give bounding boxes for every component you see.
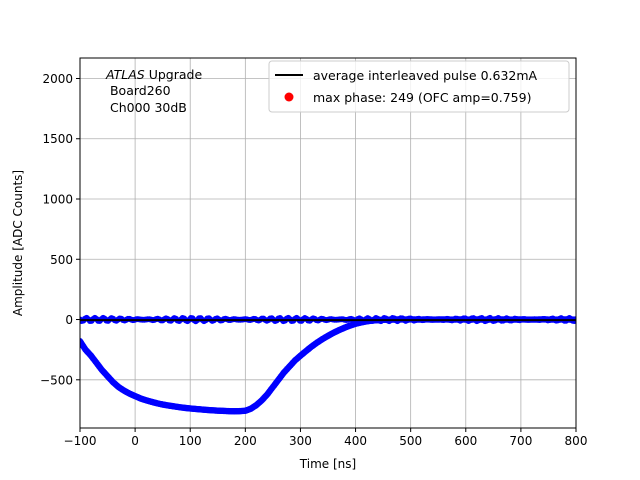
y-tick-label: 0 bbox=[65, 313, 73, 327]
x-tick-label: 700 bbox=[509, 434, 532, 448]
y-tick-label: 2000 bbox=[42, 72, 73, 86]
x-tick-label: 500 bbox=[399, 434, 422, 448]
x-tick-label: 0 bbox=[131, 434, 139, 448]
y-tick-label: 1000 bbox=[42, 193, 73, 207]
annotation-line-3: Ch000 30dB bbox=[106, 100, 187, 115]
x-axis-label: Time [ns] bbox=[299, 457, 356, 471]
y-axis: −500 0 500 1000 1500 2000 bbox=[40, 72, 80, 387]
x-tick-label: 600 bbox=[454, 434, 477, 448]
data-layer bbox=[80, 314, 576, 415]
legend-dot-marker bbox=[284, 92, 294, 102]
plot-frame bbox=[79, 57, 577, 429]
y-tick-label: −500 bbox=[40, 373, 73, 387]
legend-entry-max-phase: max phase: 249 (OFC amp=0.759) bbox=[313, 90, 531, 105]
x-axis: −100 0 100 200 300 400 500 600 700 800 bbox=[64, 428, 588, 448]
x-tick-label: 400 bbox=[344, 434, 367, 448]
x-tick-label: 200 bbox=[234, 434, 257, 448]
y-tick-label: 500 bbox=[50, 253, 73, 267]
annotation: ATLAS Upgrade Board260 Ch000 30dB bbox=[105, 67, 202, 115]
x-tick-label: 800 bbox=[565, 434, 588, 448]
annotation-line-1: ATLAS Upgrade bbox=[105, 67, 202, 82]
legend: average interleaved pulse 0.632mA max ph… bbox=[268, 60, 570, 113]
x-tick-label: −100 bbox=[64, 434, 97, 448]
series-group bbox=[80, 314, 576, 415]
x-tick-label: 100 bbox=[179, 434, 202, 448]
y-tick-label: 1500 bbox=[42, 132, 73, 146]
y-axis-label: Amplitude [ADC Counts] bbox=[11, 170, 25, 316]
annotation-atlas: ATLAS bbox=[105, 67, 145, 82]
legend-entry-average: average interleaved pulse 0.632mA bbox=[313, 68, 538, 83]
x-tick-label: 300 bbox=[289, 434, 312, 448]
annotation-line-2: Board260 bbox=[106, 83, 171, 98]
legend-box bbox=[268, 60, 570, 113]
annotation-upgrade: Upgrade bbox=[145, 67, 203, 82]
